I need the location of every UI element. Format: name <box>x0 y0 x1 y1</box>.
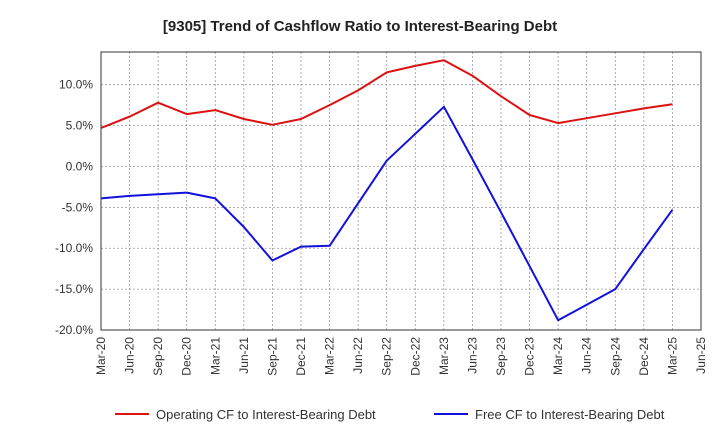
x-tick-label: Jun-21 <box>237 337 251 374</box>
y-tick-label: 0.0% <box>66 159 94 173</box>
x-tick-label: Jun-24 <box>580 337 594 374</box>
x-tick-label: Jun-22 <box>351 337 365 374</box>
x-tick-label: Mar-25 <box>665 337 679 375</box>
series-lines <box>100 59 674 322</box>
x-tick-label: Mar-24 <box>551 337 565 375</box>
y-tick-label: -5.0% <box>62 200 94 214</box>
x-axis-labels: Mar-20 Jun-20 Sep-20 Dec-20 Mar-21 Jun-21 Sep-… <box>94 337 708 376</box>
x-tick-label: Dec-20 <box>180 337 194 376</box>
y-tick-label: -15.0% <box>55 282 93 296</box>
legend-label: Operating CF to Interest-Bearing Debt <box>156 407 376 422</box>
series-line <box>100 59 673 129</box>
x-tick-label: Mar-21 <box>208 337 222 375</box>
x-tick-label: Mar-20 <box>94 337 108 375</box>
x-tick-label: Dec-22 <box>408 337 422 376</box>
x-tick-label: Jun-25 <box>694 337 708 374</box>
x-tick-label: Jun-23 <box>465 337 479 374</box>
x-tick-label: Dec-24 <box>637 337 651 376</box>
legend-label: Free CF to Interest-Bearing Debt <box>475 407 665 422</box>
x-tick-label: Sep-23 <box>494 337 508 376</box>
y-tick-label: -10.0% <box>55 241 93 255</box>
x-tick-label: Mar-22 <box>323 337 337 375</box>
y-tick-label: 5.0% <box>66 119 94 133</box>
y-tick-label: 10.0% <box>59 78 93 92</box>
x-tick-label: Sep-24 <box>608 337 622 376</box>
series-line <box>100 105 674 322</box>
y-tick-label: -20.0% <box>55 323 93 337</box>
x-tick-label: Sep-21 <box>265 337 279 376</box>
x-tick-label: Sep-20 <box>151 337 165 376</box>
x-tick-label: Dec-23 <box>523 337 537 376</box>
plot-area-frame <box>100 51 702 331</box>
x-tick-label: Sep-22 <box>380 337 394 376</box>
legend: Operating CF to Interest-Bearing Debt Fre… <box>115 407 665 422</box>
grid <box>100 52 702 331</box>
x-tick-label: Mar-23 <box>437 337 451 375</box>
chart-title: [9305] Trend of Cashflow Ratio to Intere… <box>163 18 557 35</box>
x-tick-label: Dec-21 <box>294 337 308 376</box>
y-axis-labels: 10.0% 5.0% 0.0% -5.0% -10.0% -15.0% -20.0% <box>55 78 93 337</box>
x-tick-label: Jun-20 <box>123 337 137 374</box>
